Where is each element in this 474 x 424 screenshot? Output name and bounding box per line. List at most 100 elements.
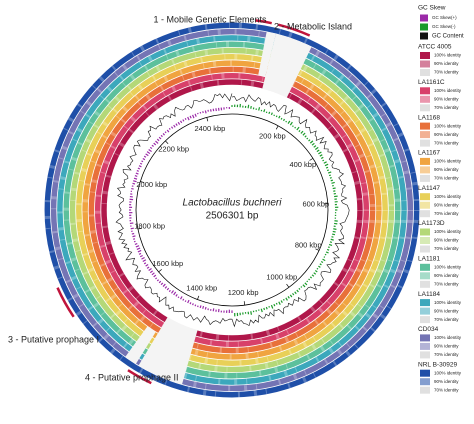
gc-skew	[281, 118, 282, 119]
gc-skew	[200, 305, 201, 307]
gc-skew	[274, 304, 275, 306]
gc-skew	[305, 283, 307, 285]
gc-skew	[331, 237, 333, 238]
gc-skew	[139, 166, 141, 167]
gc-skew	[152, 273, 154, 275]
gc-skew	[299, 130, 300, 131]
gc-skew	[326, 252, 328, 253]
gc-skew	[169, 128, 170, 129]
gc-skew	[317, 150, 319, 152]
tick	[207, 117, 208, 121]
tick-label: 600 kbp	[302, 199, 329, 208]
gc-skew	[309, 140, 311, 141]
gc-skew	[274, 115, 275, 116]
gc-skew	[269, 112, 270, 114]
legend-swatch	[420, 370, 430, 377]
legend-swatch	[420, 202, 430, 209]
legend-item: 90% identity	[434, 379, 459, 384]
genome-length: 2506301 bp	[206, 211, 259, 222]
gc-skew	[323, 160, 324, 161]
gc-skew	[312, 275, 314, 276]
gc-skew	[188, 117, 189, 120]
gc-skew	[276, 303, 277, 305]
legend-genome: ATCC 4005	[418, 44, 452, 51]
gc-skew	[171, 127, 172, 129]
gc-skew	[264, 308, 265, 310]
gc-skew	[150, 147, 152, 148]
gc-skew	[329, 175, 331, 176]
gc-skew	[295, 292, 297, 294]
gc-skew	[195, 114, 196, 117]
gc-skew	[310, 141, 313, 143]
legend-item: 70% identity	[434, 140, 459, 145]
tick-label: 2400 kbp	[194, 124, 225, 133]
tick	[159, 269, 162, 272]
tick-label: 1200 kbp	[228, 288, 259, 297]
gc-skew	[301, 287, 302, 288]
tick	[197, 296, 198, 300]
gc-skew	[284, 119, 285, 121]
gc-skew	[174, 292, 176, 295]
legend-item: 90% identity	[434, 96, 459, 101]
organism: Lactobacillus buchneri	[183, 198, 283, 209]
annotation-label: 2 - Metabolic Island	[274, 21, 352, 31]
tick-label: 1800 kbp	[134, 222, 165, 231]
gc-skew	[331, 180, 333, 181]
gc-skew	[167, 288, 169, 290]
legend-genome: LA1167	[418, 150, 440, 157]
legend-swatch	[420, 87, 430, 94]
gc-skew	[307, 281, 308, 282]
gap-wedge	[136, 342, 145, 348]
gc-skew	[181, 121, 182, 123]
gc-skew	[135, 244, 137, 245]
gap-wedge	[153, 341, 190, 357]
gc-skew	[330, 242, 332, 243]
legend-genome: LA1161C	[418, 79, 445, 86]
legend-swatch	[420, 166, 430, 173]
legend-item: 90% identity	[434, 61, 459, 66]
gc-skew	[293, 293, 294, 295]
gc-skew	[134, 178, 137, 179]
gc-skew	[303, 285, 305, 287]
legend-item: 70% identity	[434, 176, 459, 181]
gc-skew	[190, 302, 191, 304]
gc-skew	[135, 176, 137, 177]
legend-item: 100% identity	[434, 123, 462, 128]
gc-skew	[290, 122, 292, 125]
gc-skew	[195, 305, 196, 307]
tick	[276, 126, 278, 130]
legend-genome: LA1184	[418, 291, 440, 298]
gc-skew	[271, 305, 272, 308]
gc-skew	[131, 189, 133, 190]
gc-skew	[276, 116, 277, 117]
gc-skew	[330, 178, 332, 179]
legend-swatch	[420, 131, 430, 138]
gc-skew	[203, 111, 204, 113]
gc-skew	[149, 268, 152, 270]
gc-skew	[146, 264, 148, 266]
tick	[244, 301, 245, 305]
tick	[287, 284, 289, 287]
legend-swatch	[420, 140, 430, 147]
gc-skew	[213, 308, 214, 311]
legend-genome: LA1173D	[418, 220, 445, 227]
gc-skew	[269, 306, 270, 307]
legend-swatch	[420, 175, 430, 182]
gc-skew	[205, 111, 206, 114]
gc-skew	[297, 127, 299, 130]
gap-wedge	[269, 61, 299, 72]
gc-skew	[281, 301, 282, 303]
gc-skew	[264, 109, 265, 112]
gc-skew	[331, 239, 334, 240]
gc-skew	[299, 288, 300, 289]
gc-skew	[198, 306, 199, 307]
gc-skew	[248, 105, 249, 108]
gc-skew	[301, 131, 303, 133]
gc-skew	[318, 266, 320, 267]
gc-skew	[261, 309, 262, 312]
gc-skew	[154, 143, 156, 145]
gc-skew	[314, 146, 316, 148]
gc-skew	[312, 143, 314, 145]
legend-item: 70% identity	[434, 352, 459, 357]
